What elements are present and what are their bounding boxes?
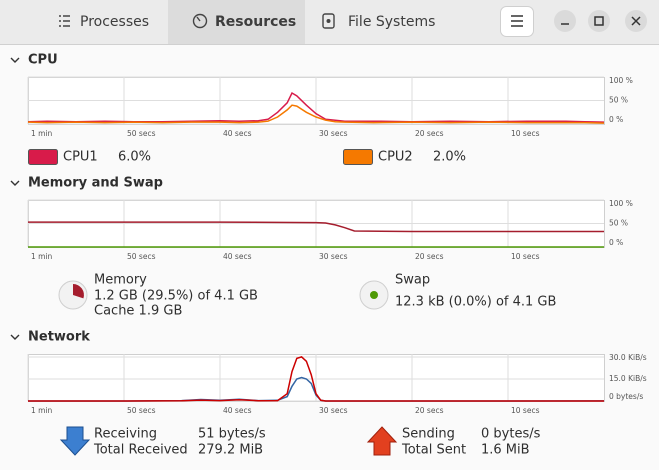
x-tick-label: 20 secs bbox=[415, 252, 444, 261]
close-icon bbox=[631, 16, 641, 26]
series-line bbox=[28, 356, 604, 402]
cpu1-color-swatch[interactable] bbox=[28, 149, 58, 165]
x-tick-label: 40 secs bbox=[223, 129, 252, 138]
series-line bbox=[27, 104, 605, 124]
legend-name: CPU2 bbox=[378, 150, 413, 165]
swap-label: Swap bbox=[395, 273, 430, 288]
x-tick-label: 50 secs bbox=[127, 252, 156, 261]
cpu2-color-swatch[interactable] bbox=[343, 149, 373, 165]
swap-usage: 12.3 kB (0.0%) of 4.1 GB bbox=[395, 295, 556, 310]
tab-file-systems[interactable]: File Systems bbox=[322, 13, 435, 30]
sending-label: Sending bbox=[402, 427, 455, 442]
tab-resources[interactable]: Resources bbox=[192, 13, 297, 30]
x-tick-label: 1 min bbox=[31, 406, 53, 415]
y-tick-label: 50 % bbox=[609, 219, 628, 228]
section-heading: Memory and Swap bbox=[28, 176, 163, 191]
hamburger-icon bbox=[511, 15, 523, 27]
x-tick-label: 10 secs bbox=[511, 129, 540, 138]
x-tick-label: 50 secs bbox=[127, 406, 156, 415]
x-tick-label: 30 secs bbox=[319, 406, 348, 415]
tab-label: File Systems bbox=[348, 14, 435, 30]
legend-name: CPU1 bbox=[63, 150, 98, 165]
maximize-icon bbox=[594, 16, 604, 26]
y-tick-label: 100 % bbox=[609, 199, 633, 208]
series-line bbox=[28, 221, 604, 233]
total-received: 279.2 MiB bbox=[198, 443, 263, 458]
total-sent: 1.6 MiB bbox=[481, 443, 530, 458]
x-tick-label: 40 secs bbox=[223, 406, 252, 415]
tab-label: Resources bbox=[215, 14, 296, 30]
x-tick-label: 30 secs bbox=[319, 252, 348, 261]
y-tick-label: 50 % bbox=[609, 96, 628, 105]
section-heading: Network bbox=[28, 330, 90, 345]
disk-icon bbox=[322, 13, 335, 29]
network-section-toggle[interactable]: Network bbox=[10, 330, 90, 345]
total-received-label: Total Received bbox=[93, 443, 188, 458]
y-tick-label: 0 % bbox=[609, 115, 623, 124]
memory-label: Memory bbox=[94, 273, 147, 288]
legend-value: 6.0% bbox=[118, 150, 151, 165]
tab-processes[interactable]: Processes bbox=[59, 14, 149, 30]
x-tick-label: 30 secs bbox=[319, 129, 348, 138]
chevron bbox=[10, 57, 20, 63]
y-tick-label: 0 bytes/s bbox=[609, 392, 643, 401]
receiving-arrow-icon bbox=[59, 426, 91, 456]
memory-usage: 1.2 GB (29.5%) of 4.1 GB bbox=[94, 289, 258, 304]
y-tick-label: 15.0 KiB/s bbox=[609, 374, 647, 383]
button-bg bbox=[554, 10, 576, 32]
tab-label: Processes bbox=[80, 14, 149, 30]
y-tick-label: 30.0 KiB/s bbox=[609, 353, 647, 362]
list-icon bbox=[59, 15, 70, 27]
x-tick-label: 20 secs bbox=[415, 129, 444, 138]
maximize-button[interactable] bbox=[588, 10, 610, 32]
disk-dot bbox=[326, 19, 331, 23]
gauge-icon bbox=[192, 13, 208, 29]
minimize-button[interactable] bbox=[554, 10, 576, 32]
x-tick-label: 1 min bbox=[31, 129, 53, 138]
memory-section-toggle[interactable]: Memory and Swap bbox=[10, 176, 163, 191]
receiving-rate: 51 bytes/s bbox=[198, 427, 266, 442]
receiving-label: Receiving bbox=[94, 427, 157, 442]
chevron bbox=[10, 334, 20, 340]
section-heading: CPU bbox=[28, 53, 58, 68]
sending-arrow-icon bbox=[366, 426, 398, 456]
y-tick-label: 0 % bbox=[609, 238, 623, 247]
x-tick-label: 50 secs bbox=[127, 129, 156, 138]
x-tick-label: 10 secs bbox=[511, 406, 540, 415]
y-tick-label: 100 % bbox=[609, 76, 633, 85]
chevron bbox=[10, 180, 20, 186]
x-tick-label: 1 min bbox=[31, 252, 53, 261]
sending-rate: 0 bytes/s bbox=[481, 427, 541, 442]
x-tick-label: 10 secs bbox=[511, 252, 540, 261]
x-tick-label: 20 secs bbox=[415, 406, 444, 415]
memory-pie-slice bbox=[73, 284, 84, 299]
cpu-section-toggle[interactable]: CPU bbox=[10, 53, 58, 68]
menu-button[interactable] bbox=[500, 6, 534, 37]
gauge-needle bbox=[196, 16, 201, 22]
swap-dot bbox=[370, 291, 378, 299]
x-tick-label: 40 secs bbox=[223, 252, 252, 261]
button-bg bbox=[588, 10, 610, 32]
close-button[interactable] bbox=[625, 10, 647, 32]
total-sent-label: Total Sent bbox=[401, 443, 466, 458]
selected-tab-bg bbox=[168, 0, 305, 44]
memory-cache: Cache 1.9 GB bbox=[94, 304, 182, 319]
legend-value: 2.0% bbox=[433, 150, 466, 165]
